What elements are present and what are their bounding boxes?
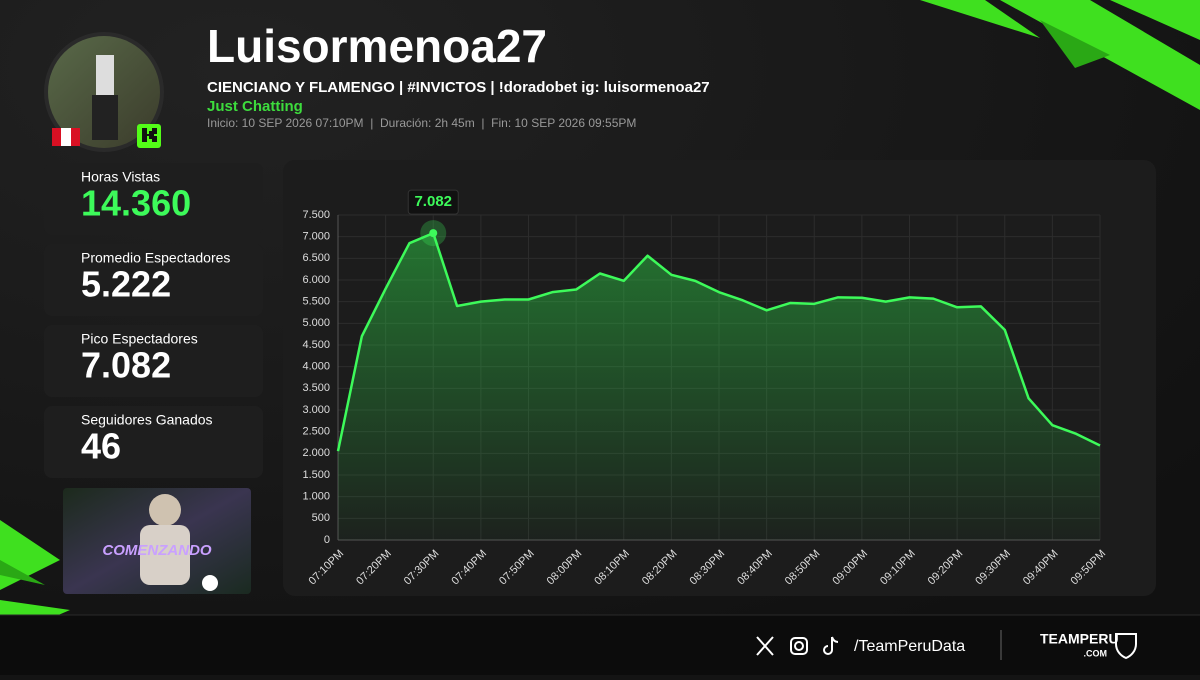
stat-label: Seguidores Ganados [81, 412, 213, 428]
peak-label: 7.082 [414, 193, 452, 210]
brand-sub: .COM [1084, 648, 1108, 658]
brand-shield [1115, 633, 1137, 660]
y-tick-label: 4.500 [302, 339, 330, 351]
stream-title: CIENCIANO Y FLAMENGO | #INVICTOS | !dora… [207, 79, 710, 96]
flag [52, 128, 80, 146]
y-tick-label: 3.500 [302, 382, 330, 394]
stream-info: Inicio: 10 SEP 2026 07:10PM | Duración: … [207, 116, 636, 130]
y-tick-label: 4.000 [302, 361, 330, 373]
thumbnail [63, 488, 251, 594]
stat-label: Pico Espectadores [81, 331, 198, 347]
y-tick-label: 7.000 [302, 231, 330, 243]
line [336, 231, 1101, 452]
streamer-name: Luisormenoa27 [207, 20, 547, 72]
stat-card [44, 163, 263, 235]
y-tick-label: 1.000 [302, 491, 330, 503]
stat-card [44, 244, 263, 316]
y-tick-label: 7.500 [302, 209, 330, 221]
area [338, 233, 1100, 540]
y-tick-label: 0 [324, 534, 330, 546]
y-tick-label: 1.500 [302, 469, 330, 481]
y-tick-label: 2.500 [302, 426, 330, 438]
stat-value: 7.082 [81, 345, 171, 386]
category: Just Chatting [207, 98, 303, 115]
y-tick-label: 5.500 [302, 296, 330, 308]
stat-value: 5.222 [81, 264, 171, 305]
y-tick-label: 6.500 [302, 252, 330, 264]
social-icons [756, 636, 839, 656]
stat-card [44, 325, 263, 397]
brand: TEAMPERU [1040, 631, 1119, 647]
y-tick-label: 5.000 [302, 317, 330, 329]
stat-value: 46 [81, 426, 121, 467]
stat-card [44, 406, 263, 478]
peak-label-box [407, 189, 459, 215]
kick-logo [137, 124, 161, 148]
stat-label: Promedio Espectadores [81, 250, 230, 266]
stat-value: 14.360 [81, 183, 191, 224]
stat-label: Horas Vistas [81, 169, 160, 185]
y-tick-label: 6.000 [302, 274, 330, 286]
y-tick-label: 3.000 [302, 404, 330, 416]
y-tick-label: 500 [312, 512, 330, 524]
footer-bar [0, 615, 1200, 675]
footer-handle: /TeamPeruData [854, 638, 965, 655]
peak-point [429, 229, 438, 238]
thumbnail-text: COMENZANDO [102, 542, 211, 559]
y-tick-label: 2.000 [302, 447, 330, 459]
